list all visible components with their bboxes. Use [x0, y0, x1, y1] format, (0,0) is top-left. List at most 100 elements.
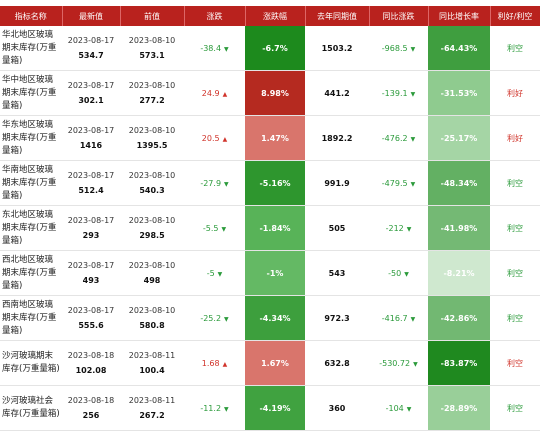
arrow-icon: ▼: [224, 180, 229, 188]
value: 540.3: [139, 186, 165, 195]
header-cell: 前值: [120, 6, 185, 26]
yoy-change-cell: -530.72 ▼: [369, 340, 428, 386]
yoy-pct-cell: -41.98%: [428, 205, 490, 251]
date: 2023-08-17: [67, 126, 115, 135]
value-cell: 2023-08-17 293: [62, 205, 120, 251]
change-cell: 1.68 ▲: [184, 340, 245, 386]
signal-cell: 利空: [490, 250, 540, 296]
value: 102.08: [75, 366, 107, 375]
value: 293: [82, 231, 100, 240]
indicator-name: 华南地区玻璃期末库存(万重量箱): [0, 160, 62, 206]
change-value: 1.68: [201, 358, 220, 368]
value: 534.7: [78, 51, 104, 60]
date: 2023-08-10: [128, 126, 176, 135]
signal-cell: 利空: [490, 340, 540, 386]
change-pct-cell: -5.16%: [245, 160, 305, 206]
last-year-value: 441.2: [305, 70, 369, 116]
arrow-icon: ▼: [410, 315, 416, 323]
change-value: -5: [206, 268, 215, 278]
value: 573.1: [139, 51, 165, 60]
page: 指标名称 最新值 前值 涨跌 涨跌幅 去年同期值 同比涨跌 同比增长率 利好/利空 华北地区玻璃…: [0, 6, 540, 447]
header-row: 指标名称 最新值 前值 涨跌 涨跌幅 去年同期值 同比涨跌 同比增长率 利好/利空: [0, 6, 540, 26]
date: 2023-08-17: [67, 261, 115, 270]
date: 2023-08-17: [67, 81, 115, 90]
change-pct-cell: -1.84%: [245, 205, 305, 251]
change-pct-cell: 8.98%: [245, 70, 305, 116]
value-cell: 2023-08-10 277.2: [120, 70, 184, 116]
header-cell: 涨跌幅: [245, 6, 306, 26]
yoy-change-value: -479.5: [381, 178, 408, 188]
change-value: -5.5: [202, 223, 219, 233]
change-pct-cell: -6.7%: [245, 26, 305, 71]
signal: 利空: [507, 223, 523, 233]
table-row: 华南地区玻璃期末库存(万重量箱) 2023-08-17 512.4 2023-08-1…: [0, 160, 540, 206]
date: 2023-08-10: [128, 216, 176, 225]
indicator-name: 华中地区玻璃期末库存(万重量箱): [0, 70, 62, 116]
change-cell: -38.4 ▼: [184, 26, 245, 71]
value: 512.4: [78, 186, 104, 195]
value: 493: [82, 276, 100, 285]
change-value: 20.5: [201, 133, 220, 143]
value-cell: 2023-08-17 493: [62, 250, 120, 296]
arrow-icon: ▼: [224, 405, 229, 413]
yoy-change-value: -139.1: [381, 88, 408, 98]
value-cell: 2023-08-17 1416: [62, 115, 120, 161]
date: 2023-08-11: [128, 351, 176, 360]
arrow-icon: ▼: [217, 270, 223, 278]
arrow-icon: ▲: [222, 90, 228, 98]
change-value: -27.9: [200, 178, 222, 188]
indicator-name: 华北地区玻璃期末库存(万重量箱): [0, 26, 62, 71]
signal-cell: 利好: [490, 115, 540, 161]
yoy-change-cell: -476.2 ▼: [369, 115, 428, 161]
value-cell: 2023-08-10 498: [120, 250, 184, 296]
signal: 利空: [507, 178, 523, 188]
indicator-name: 华东地区玻璃期末库存(万重量箱): [0, 115, 62, 161]
change-pct-cell: -1%: [245, 250, 305, 296]
last-year-value: 543: [305, 250, 369, 296]
yoy-pct-cell: -48.34%: [428, 160, 490, 206]
yoy-change-cell: -50 ▼: [369, 250, 428, 296]
indicator-name: 西南地区玻璃期末库存(万重量箱): [0, 295, 62, 341]
change-pct-cell: 1.47%: [245, 115, 305, 161]
change-cell: 20.5 ▲: [184, 115, 245, 161]
change-value: -11.2: [200, 403, 222, 413]
signal: 利好: [507, 133, 523, 143]
arrow-icon: ▼: [221, 225, 227, 233]
date: 2023-08-10: [128, 36, 176, 45]
table-row: 西北地区玻璃期末库存(万重量箱) 2023-08-17 493 2023-08-10 4…: [0, 250, 540, 296]
value-cell: 2023-08-18 102.08: [62, 340, 120, 386]
arrow-icon: ▼: [406, 225, 412, 233]
value: 1416: [79, 141, 103, 150]
header-cell: 同比涨跌: [369, 6, 429, 26]
arrow-icon: ▼: [410, 45, 416, 53]
table-row: 华东地区玻璃期末库存(万重量箱) 2023-08-17 1416 2023-08-10…: [0, 115, 540, 161]
yoy-change-cell: -212 ▼: [369, 205, 428, 251]
last-year-value: 972.3: [305, 295, 369, 341]
value: 1395.5: [136, 141, 168, 150]
yoy-pct-cell: -83.87%: [428, 340, 490, 386]
value-cell: 2023-08-10 540.3: [120, 160, 184, 206]
table-row: 沙河玻璃期末库存(万重量箱) 2023-08-18 102.08 2023-08-11…: [0, 340, 540, 386]
change-cell: -11.2 ▼: [184, 385, 245, 431]
signal: 利空: [507, 313, 523, 323]
value-cell: 2023-08-11 267.2: [120, 385, 184, 431]
arrow-icon: ▼: [404, 270, 409, 278]
table-row: 华北地区玻璃期末库存(万重量箱) 2023-08-17 534.7 2023-08-1…: [0, 26, 540, 71]
date: 2023-08-17: [67, 171, 115, 180]
date: 2023-08-10: [128, 261, 176, 270]
yoy-change-cell: -968.5 ▼: [369, 26, 428, 71]
table-row: 东北地区玻璃期末库存(万重量箱) 2023-08-17 293 2023-08-10 2…: [0, 205, 540, 251]
value-cell: 2023-08-17 512.4: [62, 160, 120, 206]
date: 2023-08-10: [128, 81, 176, 90]
value-cell: 2023-08-10 573.1: [120, 26, 184, 71]
table-row: 沙河玻璃社会库存(万重量箱) 2023-08-18 256 2023-08-11 267…: [0, 385, 540, 431]
signal-cell: 利空: [490, 295, 540, 341]
last-year-value: 505: [305, 205, 369, 251]
arrow-icon: ▼: [224, 315, 229, 323]
value-cell: 2023-08-10 580.8: [120, 295, 184, 341]
arrow-icon: ▼: [413, 360, 418, 368]
last-year-value: 1503.2: [305, 26, 369, 71]
table-row: 华中地区玻璃期末库存(万重量箱) 2023-08-17 302.1 2023-08-1…: [0, 70, 540, 116]
yoy-change-value: -416.7: [381, 313, 408, 323]
signal-cell: 利空: [490, 160, 540, 206]
